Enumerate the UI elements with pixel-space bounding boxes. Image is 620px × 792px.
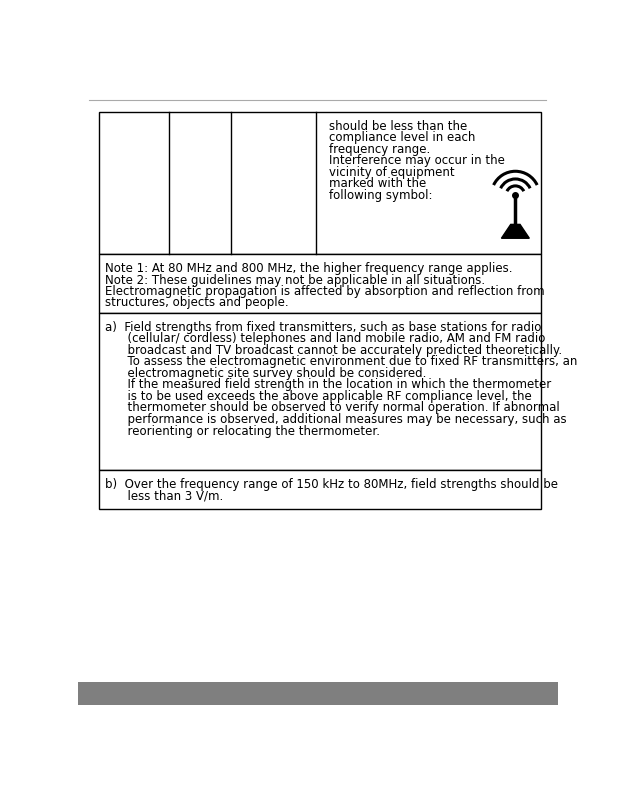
Text: vicinity of equipment: vicinity of equipment [329, 166, 454, 179]
Text: Electromagnetic propagation is affected by absorption and reflection from: Electromagnetic propagation is affected … [105, 285, 544, 299]
Text: (cellular/ cordless) telephones and land mobile radio, AM and FM radio: (cellular/ cordless) telephones and land… [105, 332, 545, 345]
Text: Note 1: At 80 MHz and 800 MHz, the higher frequency range applies.: Note 1: At 80 MHz and 800 MHz, the highe… [105, 262, 512, 275]
Bar [99, 470, 541, 508]
Text: following symbol:: following symbol: [329, 189, 432, 202]
Text: performance is observed, additional measures may be necessary, such as: performance is observed, additional meas… [105, 413, 566, 426]
Text: is to be used exceeds the above applicable RF compliance level, the: is to be used exceeds the above applicab… [105, 390, 531, 403]
Text: a)  Field strengths from fixed transmitters, such as base stations for radio: a) Field strengths from fixed transmitte… [105, 321, 541, 333]
Bar [99, 313, 541, 470]
Polygon shape [502, 224, 529, 238]
Text: electromagnetic site survey should be considered.: electromagnetic site survey should be co… [105, 367, 426, 380]
Text: Interference may occur in the: Interference may occur in the [329, 154, 505, 167]
Text: If the measured field strength in the location in which the thermometer: If the measured field strength in the lo… [105, 379, 551, 391]
Text: b)  Over the frequency range of 150 kHz to 80MHz, field strengths should be: b) Over the frequency range of 150 kHz t… [105, 478, 557, 491]
Text: structures, objects and people.: structures, objects and people. [105, 296, 288, 309]
Text: thermometer should be observed to verify normal operation. If abnormal: thermometer should be observed to verify… [105, 402, 559, 414]
Text: less than 3 V/m.: less than 3 V/m. [105, 489, 223, 502]
Text: 42: 42 [93, 688, 108, 699]
Text: compliance level in each: compliance level in each [329, 131, 475, 144]
Text: broadcast and TV broadcast cannot be accurately predicted theoretically.: broadcast and TV broadcast cannot be acc… [105, 344, 562, 356]
Text: frequency range.: frequency range. [329, 143, 430, 156]
Text: To assess the electromagnetic environment due to fixed RF transmitters, an: To assess the electromagnetic environmen… [105, 356, 577, 368]
Text: marked with the: marked with the [329, 177, 426, 190]
Text: should be less than the: should be less than the [329, 120, 467, 133]
Text: Important Information Regarding Electromagnetic Compatibility(emc): Important Information Regarding Electrom… [99, 688, 536, 699]
Bar [78, 682, 558, 705]
Text: reorienting or relocating the thermometer.: reorienting or relocating the thermomete… [105, 425, 379, 438]
Bar [99, 112, 541, 254]
Bar [99, 254, 541, 313]
Text: Note 2: These guidelines may not be applicable in all situations.: Note 2: These guidelines may not be appl… [105, 275, 485, 287]
